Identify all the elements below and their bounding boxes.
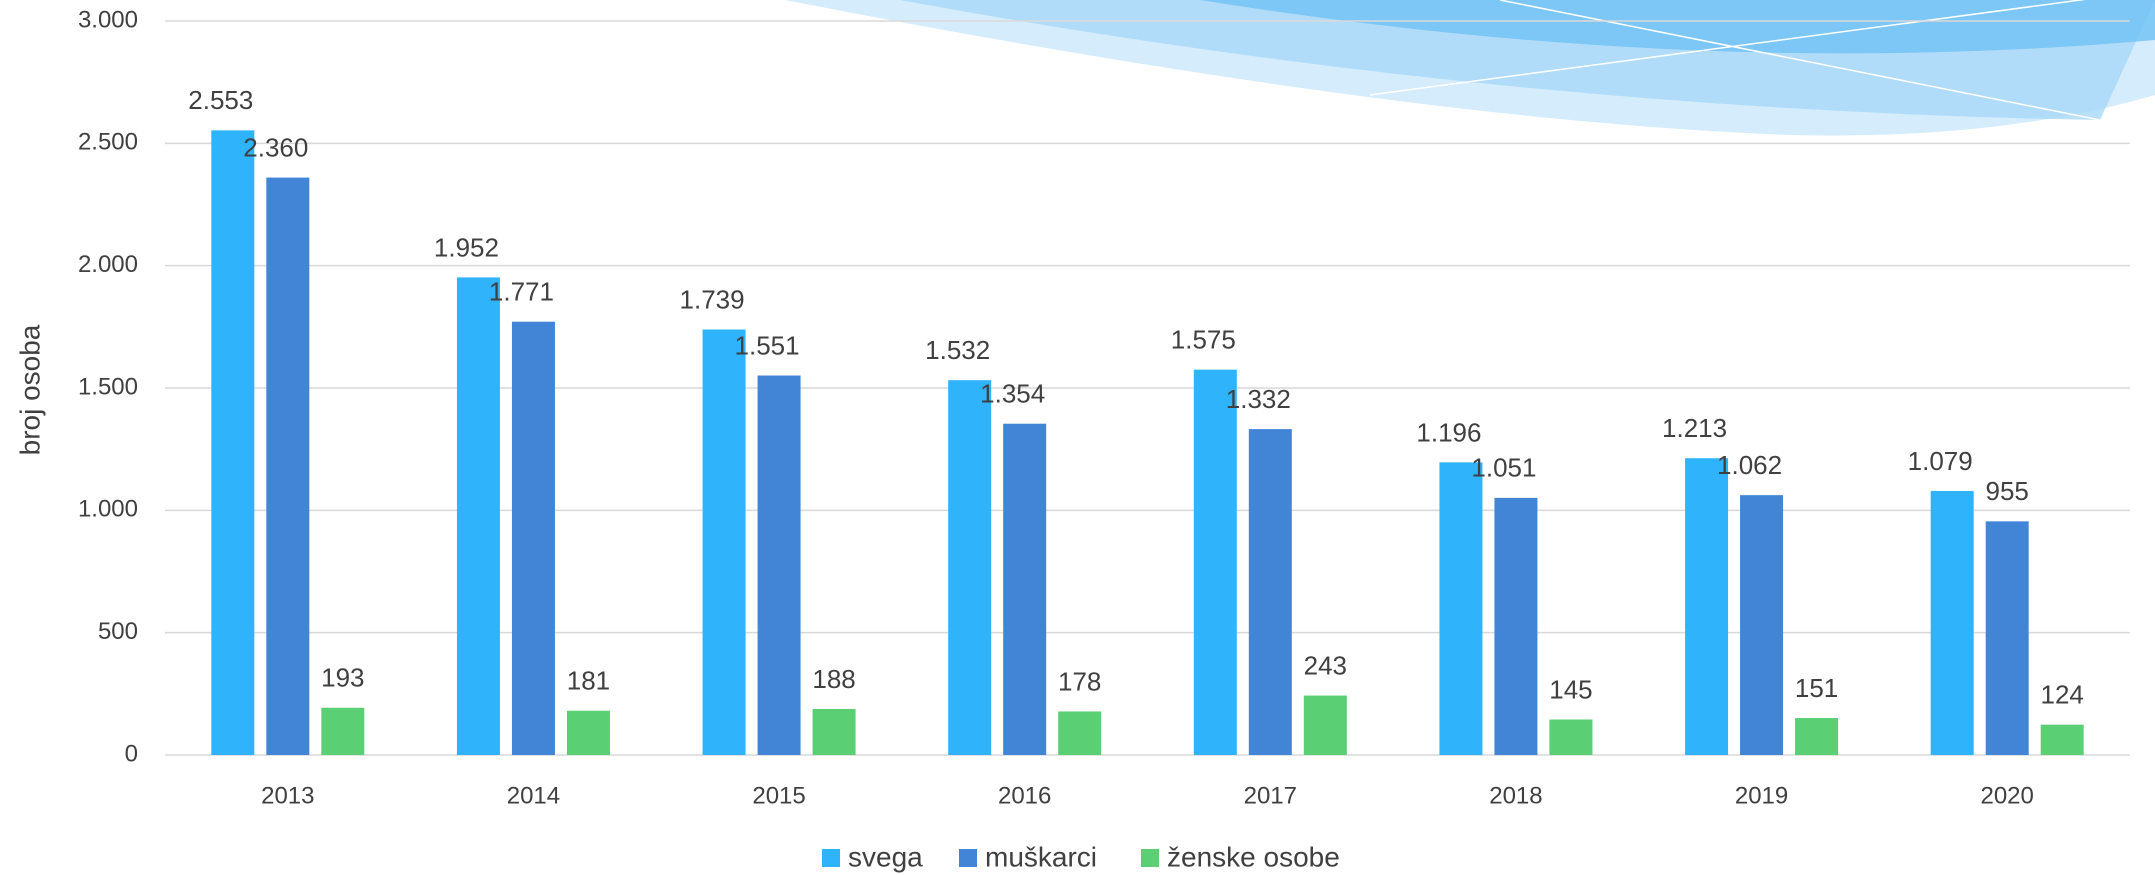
bar <box>1685 458 1729 755</box>
bar <box>1930 491 1974 755</box>
bar <box>1003 423 1047 755</box>
bar <box>456 277 500 755</box>
bar <box>566 710 610 755</box>
decoration <box>785 0 2155 136</box>
bar <box>511 321 555 755</box>
data-label: 181 <box>567 666 610 696</box>
data-label: 1.739 <box>680 284 745 314</box>
bar <box>1985 521 2029 755</box>
x-tick-label: 2019 <box>1735 782 1788 809</box>
y-axis-title: broj osoba <box>14 324 45 455</box>
bar <box>702 329 746 755</box>
y-tick-label: 3.000 <box>78 6 138 33</box>
data-label: 188 <box>812 664 855 694</box>
x-tick-label: 2015 <box>752 782 805 809</box>
data-label: 1.575 <box>1171 325 1236 355</box>
bar <box>2040 724 2084 755</box>
data-label: 193 <box>321 663 364 693</box>
x-tick-label: 2016 <box>998 782 1051 809</box>
bar <box>266 177 310 755</box>
x-tick-label: 2020 <box>1980 782 2033 809</box>
data-label: 2.553 <box>188 85 253 115</box>
bar <box>1494 497 1538 755</box>
data-label: 1.213 <box>1662 413 1727 443</box>
bar <box>812 709 856 755</box>
data-label: 1.551 <box>735 330 800 360</box>
legend-swatch <box>1141 849 1159 867</box>
data-label: 1.062 <box>1717 450 1782 480</box>
bar <box>211 130 255 756</box>
data-label: 1.952 <box>434 232 499 262</box>
data-label: 178 <box>1058 666 1101 696</box>
data-label: 145 <box>1549 674 1592 704</box>
y-tick-label: 1.500 <box>78 373 138 400</box>
bar <box>948 380 992 755</box>
x-tick-label: 2018 <box>1489 782 1542 809</box>
legend-swatch <box>822 849 840 867</box>
bar <box>757 375 801 755</box>
x-tick-label: 2014 <box>507 782 560 809</box>
data-label: 243 <box>1304 650 1347 680</box>
bar <box>321 707 365 755</box>
data-label: 1.354 <box>980 379 1045 409</box>
data-label: 1.196 <box>1416 417 1481 447</box>
data-label: 2.360 <box>243 132 308 162</box>
bar <box>1248 429 1292 755</box>
data-label: 1.532 <box>925 335 990 365</box>
bar <box>1740 495 1784 755</box>
y-tick-label: 2.500 <box>78 129 138 156</box>
y-tick-label: 1.000 <box>78 496 138 523</box>
data-label: 124 <box>2040 680 2083 710</box>
legend-label: svega <box>848 841 923 872</box>
legend-label: ženske osobe <box>1167 841 1340 872</box>
data-label: 955 <box>1985 476 2028 506</box>
legend-swatch <box>959 849 977 867</box>
data-label: 1.079 <box>1908 446 1973 476</box>
bar <box>1303 695 1347 755</box>
bar <box>1193 369 1237 755</box>
y-tick-label: 2.000 <box>78 251 138 278</box>
data-label: 1.051 <box>1471 453 1536 483</box>
y-tick-label: 0 <box>125 740 138 767</box>
data-label: 151 <box>1795 673 1838 703</box>
bar <box>1439 462 1483 755</box>
bar <box>1058 711 1102 755</box>
x-tick-label: 2017 <box>1244 782 1297 809</box>
x-tick-label: 2013 <box>261 782 314 809</box>
data-label: 1.771 <box>489 277 554 307</box>
y-tick-label: 500 <box>98 618 138 645</box>
legend-label: muškarci <box>985 841 1097 872</box>
bar <box>1549 719 1593 755</box>
data-label: 1.332 <box>1226 384 1291 414</box>
bar <box>1795 718 1839 755</box>
